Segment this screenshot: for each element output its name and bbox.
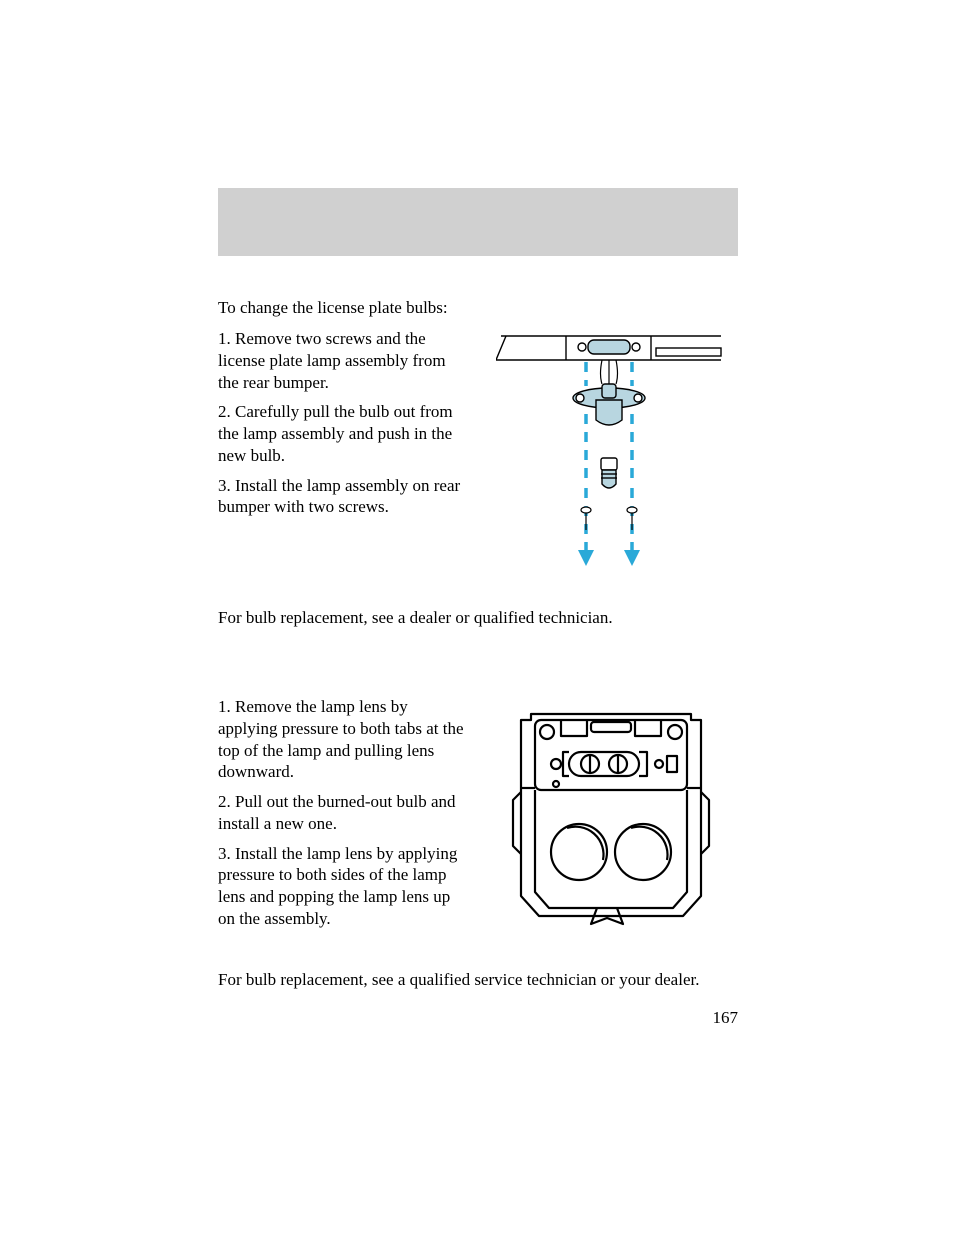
section1-step2: 2. Carefully pull the bulb out from the … (218, 401, 466, 466)
page-number: 167 (218, 1008, 738, 1028)
license-plate-bulb-diagram-icon (496, 328, 726, 578)
section2-note: For bulb replacement, see a dealer or qu… (218, 608, 738, 628)
section3-step2: 2. Pull out the burned-out bulb and inst… (218, 791, 466, 835)
lamp-lens-diagram-icon (511, 696, 711, 936)
section1-step3: 3. Install the lamp assembly on rear bum… (218, 475, 466, 519)
section4-note: For bulb replacement, see a qualified se… (218, 970, 738, 990)
section1-intro: To change the license plate bulbs: (218, 298, 738, 318)
section3-step1: 1. Remove the lamp lens by applying pres… (218, 696, 466, 783)
section3-step3: 3. Install the lamp lens by applying pre… (218, 843, 466, 930)
header-bar (218, 188, 738, 256)
section1-step1: 1. Remove two screws and the license pla… (218, 328, 466, 393)
section1-block: 1. Remove two screws and the license pla… (218, 328, 738, 578)
section3-block: 1. Remove the lamp lens by applying pres… (218, 696, 738, 938)
